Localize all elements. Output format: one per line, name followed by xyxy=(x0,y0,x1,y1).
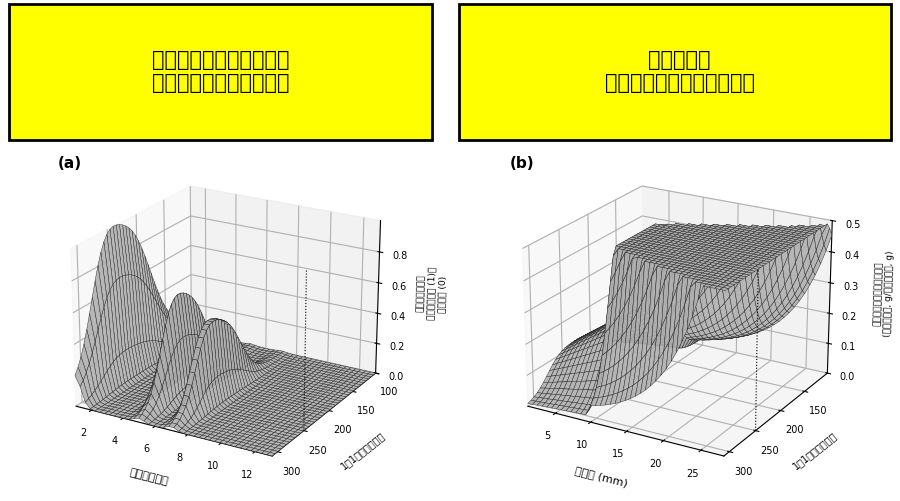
Y-axis label: 1月1日からの日数: 1月1日からの日数 xyxy=(339,429,387,470)
Text: (b): (b) xyxy=(509,156,535,171)
X-axis label: 降雨量 (mm): 降雨量 (mm) xyxy=(573,464,628,487)
Text: 雨の後のウナギの胃袋は
ミミズでいっぱいだった: 雨の後のウナギの胃袋は ミミズでいっぱいだった xyxy=(152,50,289,93)
Y-axis label: 1月1日からの日数: 1月1日からの日数 xyxy=(791,429,839,470)
Text: 夏の大雨は
ミミズを大量に入水させる: 夏の大雨は ミミズを大量に入水させる xyxy=(605,50,754,93)
Text: (a): (a) xyxy=(58,156,82,171)
X-axis label: 雨からの日数: 雨からの日数 xyxy=(129,466,169,485)
